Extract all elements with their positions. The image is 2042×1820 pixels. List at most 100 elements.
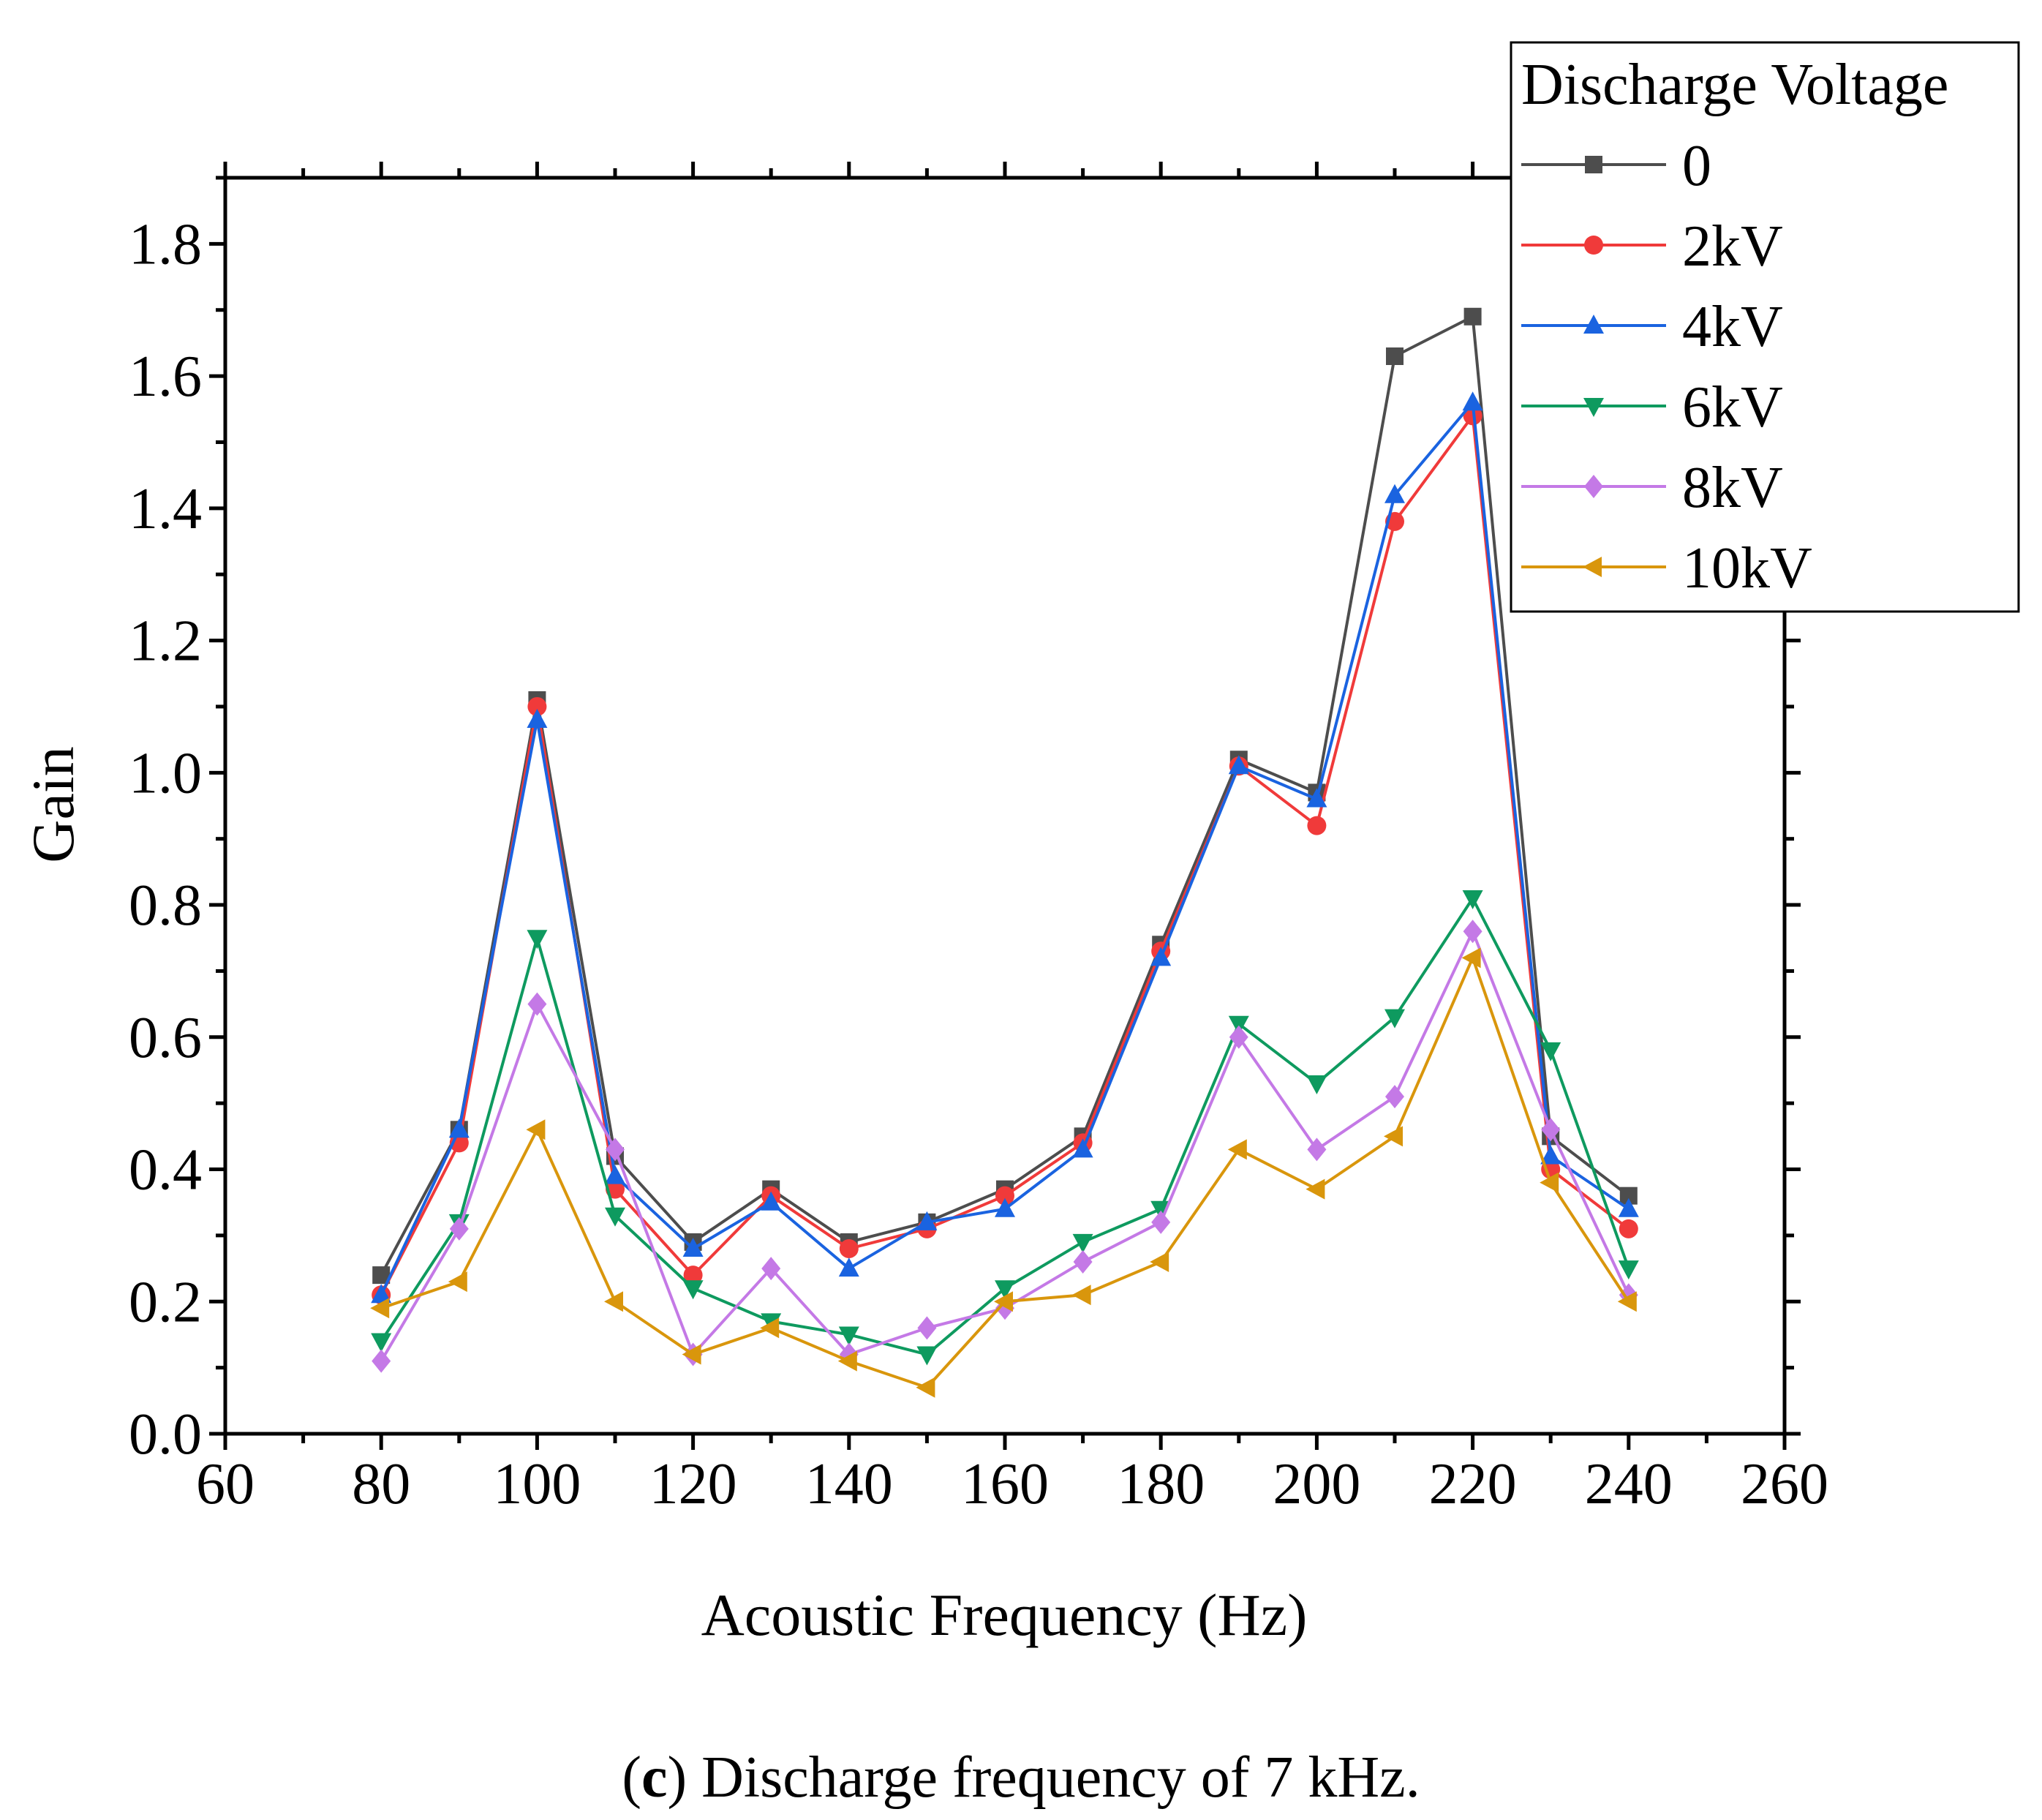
legend-entry: 6kV <box>1521 375 1783 440</box>
y-tick-label: 1.8 <box>129 212 202 277</box>
data-point <box>1386 347 1404 365</box>
series-4kv <box>371 391 1639 1304</box>
series-6kv <box>371 890 1639 1366</box>
x-tick-label: 140 <box>805 1452 893 1516</box>
data-point <box>1073 1250 1093 1274</box>
y-tick-label: 0.4 <box>129 1138 202 1203</box>
y-tick-label: 1.6 <box>129 345 202 409</box>
data-point <box>760 1317 780 1339</box>
legend-label: 8kV <box>1682 456 1783 520</box>
x-tick-label: 240 <box>1585 1452 1673 1516</box>
y-tick-label: 1.4 <box>129 477 202 541</box>
y-tick-label: 0.6 <box>129 1006 202 1070</box>
data-point <box>1385 1085 1404 1109</box>
data-point <box>1306 1178 1325 1200</box>
data-point <box>1461 947 1481 969</box>
figure-caption: (c) Discharge frequency of 7 kHz. <box>622 1745 1420 1810</box>
data-point <box>1619 1219 1638 1238</box>
data-point <box>1463 307 1482 326</box>
y-tick-labels: 0.0 0.2 0.4 0.6 0.8 1.0 1.2 1.4 1.6 1.8 <box>129 212 202 1467</box>
legend-swatch-marker <box>1583 398 1604 417</box>
data-point <box>606 1138 625 1162</box>
data-point <box>1227 1139 1247 1160</box>
data-point <box>1307 816 1327 835</box>
data-point <box>761 1191 782 1211</box>
y-tick-label: 0.0 <box>129 1402 202 1467</box>
data-point <box>448 1271 467 1293</box>
data-point <box>1307 1138 1327 1162</box>
legend-entry: 4kV <box>1521 295 1783 359</box>
data-point <box>371 1333 392 1353</box>
data-point <box>1463 920 1482 944</box>
legend-label: 2kV <box>1682 214 1783 279</box>
data-point <box>1384 1009 1405 1029</box>
legend-entry: 2kV <box>1521 214 1783 279</box>
series-line <box>380 414 1630 1296</box>
data-point <box>1462 391 1483 411</box>
data-point <box>1306 1075 1327 1095</box>
data-point <box>1150 1200 1172 1220</box>
data-point <box>995 1186 1014 1206</box>
x-tick-label: 100 <box>493 1452 581 1516</box>
series-8kv <box>372 920 1638 1373</box>
data-point <box>1540 1172 1559 1193</box>
data-point <box>604 1291 623 1312</box>
data-point <box>682 1280 704 1300</box>
x-tick-label: 120 <box>649 1452 737 1516</box>
x-tick-label: 80 <box>352 1452 410 1516</box>
legend-swatch-marker <box>1584 236 1603 255</box>
data-point <box>1228 755 1249 775</box>
series-10kv <box>370 947 1637 1398</box>
data-point <box>917 1316 937 1340</box>
data-point <box>1462 890 1483 910</box>
data-point <box>605 1207 625 1227</box>
x-tick-label: 260 <box>1741 1452 1828 1516</box>
legend-entry: 8kV <box>1521 456 1783 520</box>
data-point <box>527 930 548 950</box>
data-point <box>370 1298 390 1319</box>
data-point <box>448 1118 470 1138</box>
data-point <box>1072 1233 1093 1253</box>
y-tick-label: 0.2 <box>129 1270 202 1334</box>
data-point <box>1150 1252 1169 1273</box>
data-point <box>1618 1197 1639 1217</box>
legend-label: 6kV <box>1682 375 1783 440</box>
caption-label: c <box>641 1745 668 1810</box>
data-point <box>682 1237 704 1257</box>
data-point <box>526 1119 546 1140</box>
data-point <box>372 1349 391 1373</box>
data-point <box>1229 1025 1248 1049</box>
series-0 <box>372 307 1638 1285</box>
legend-swatch-marker <box>1583 315 1604 334</box>
y-axis-title: Gain <box>20 746 86 862</box>
x-axis-title: Acoustic Frequency (Hz) <box>701 1582 1308 1648</box>
legend-title: Discharge Voltage <box>1521 53 1948 117</box>
data-point <box>449 1217 469 1241</box>
data-point <box>1306 788 1327 808</box>
data-point <box>916 1377 935 1398</box>
legend-swatch-marker <box>1584 475 1603 498</box>
x-tick-label: 160 <box>961 1452 1049 1516</box>
data-point <box>1228 1015 1249 1035</box>
data-point <box>527 696 547 716</box>
data-point <box>1071 1285 1091 1306</box>
data-point <box>995 1197 1015 1217</box>
series-line <box>380 956 1630 1389</box>
legend-label: 10kV <box>1682 536 1812 601</box>
data-point <box>916 1346 938 1366</box>
data-point <box>527 992 547 1016</box>
series-group <box>370 307 1639 1398</box>
x-tick-label: 220 <box>1429 1452 1517 1516</box>
data-point <box>1072 1138 1093 1158</box>
legend-label: 4kV <box>1682 295 1783 359</box>
x-tick-labels: 60 80 100 120 140 160 180 200 220 240 260 <box>196 1452 1828 1516</box>
data-point <box>1617 1291 1637 1312</box>
y-tick-label: 1.0 <box>129 741 202 805</box>
data-point <box>1541 1118 1561 1142</box>
data-point <box>838 1257 859 1277</box>
legend-entries: 0 2kV 4kV 6kV 8kV 10kV <box>1521 134 1812 601</box>
data-point <box>916 1211 938 1230</box>
series-line <box>380 401 1630 1296</box>
legend-swatch-marker <box>1583 557 1602 577</box>
